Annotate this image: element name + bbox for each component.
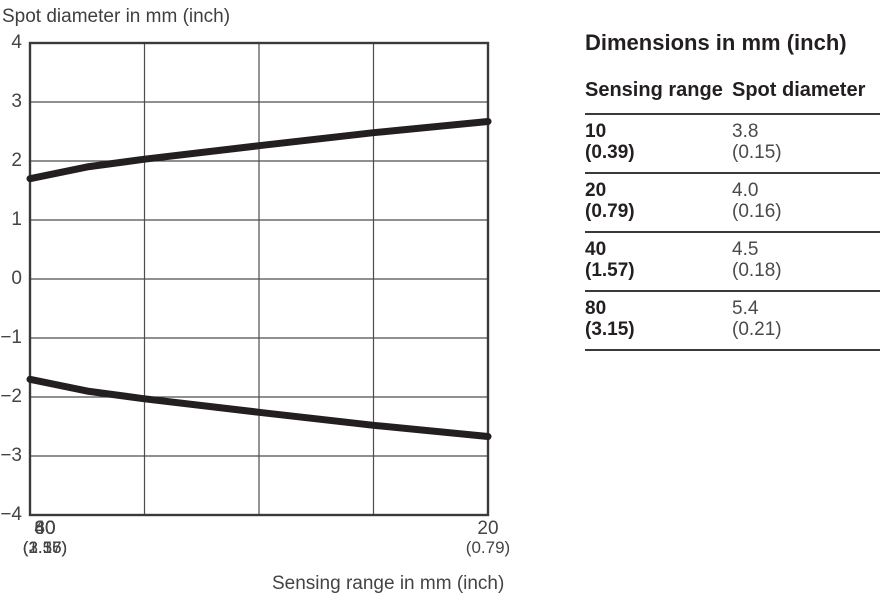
cell-spot-diameter: 3.8 (0.15) xyxy=(732,121,880,165)
cell-sensing-range: 10 (0.39) xyxy=(585,121,732,165)
x-tick-mm: 40 xyxy=(34,518,56,539)
x-tick-inch: (2.36) xyxy=(22,538,68,557)
y-tick-label: 1 xyxy=(11,209,22,230)
plot-frame xyxy=(28,41,490,517)
table-row: 10 (0.39) 3.8 (0.15) xyxy=(585,113,880,172)
cell-spot-diameter: 4.5 (0.18) xyxy=(732,239,880,283)
range-mm: 80 xyxy=(585,298,607,319)
spot-inch: (0.21) xyxy=(732,319,782,340)
y-tick-label: −3 xyxy=(0,445,22,466)
range-mm: 40 xyxy=(585,239,607,260)
range-mm: 20 xyxy=(585,180,607,201)
spot-inch: (0.15) xyxy=(732,142,782,163)
x-tick-60: 60 (2.36) xyxy=(0,519,90,557)
spot-diameter-plot xyxy=(26,41,492,517)
range-inch: (0.79) xyxy=(585,201,635,222)
x-tick-inch: (1.57) xyxy=(22,538,68,557)
y-axis: 4 3 2 1 0 −1 −2 −3 −4 xyxy=(0,32,25,525)
y-tick-label: −1 xyxy=(0,327,22,348)
lower-spot-curve xyxy=(26,375,492,440)
x-tick-mm: 80 xyxy=(34,518,56,539)
spot-inch: (0.16) xyxy=(732,201,782,222)
x-tick-mm: 20 xyxy=(477,518,499,539)
table-title: Dimensions in mm (inch) xyxy=(585,30,847,55)
y-tick-label: −2 xyxy=(0,386,22,407)
spot-mm: 3.8 xyxy=(732,121,759,142)
spot-mm: 5.4 xyxy=(732,298,759,319)
cell-sensing-range: 40 (1.57) xyxy=(585,239,732,283)
table-header-row: Sensing range Spot diameter xyxy=(585,79,880,113)
y-tick-label: 4 xyxy=(11,32,22,53)
table-row: 40 (1.57) 4.5 (0.18) xyxy=(585,231,880,290)
x-tick-80: 80 (3.15) xyxy=(0,519,90,557)
range-mm: 10 xyxy=(585,121,607,142)
range-inch: (3.15) xyxy=(585,319,635,340)
upper-spot-curve xyxy=(26,118,492,183)
plot-area xyxy=(26,41,492,517)
dimensions-table: Dimensions in mm (inch) Sensing range Sp… xyxy=(585,31,880,351)
table-row: 80 (3.15) 5.4 (0.21) xyxy=(585,290,880,351)
x-tick-inch: (0.79) xyxy=(465,538,511,557)
spot-inch: (0.18) xyxy=(732,260,782,281)
spot-mm: 4.0 xyxy=(732,180,759,201)
y-tick-label: −4 xyxy=(0,504,22,525)
range-inch: (1.57) xyxy=(585,260,635,281)
y-tick-label: 2 xyxy=(11,150,22,171)
range-inch: (0.39) xyxy=(585,142,635,163)
cell-spot-diameter: 5.4 (0.21) xyxy=(732,298,880,342)
cell-sensing-range: 80 (3.15) xyxy=(585,298,732,342)
y-tick-label: 3 xyxy=(11,91,22,112)
x-tick-inch: (3.15) xyxy=(22,538,68,557)
y-tick-label: 0 xyxy=(11,268,22,289)
column-header-sensing-range: Sensing range xyxy=(585,79,723,101)
cell-sensing-range: 20 (0.79) xyxy=(585,180,732,224)
spot-mm: 4.5 xyxy=(732,239,759,260)
chart-title: Spot diameter in mm (inch) xyxy=(2,6,231,27)
cell-spot-diameter: 4.0 (0.16) xyxy=(732,180,880,224)
column-header-spot-diameter: Spot diameter xyxy=(732,79,866,101)
x-tick-40: 40 (1.57) xyxy=(0,519,90,557)
x-tick-20: 20 (0.79) xyxy=(443,519,533,557)
x-axis-title: Sensing range in mm (inch) xyxy=(272,573,505,594)
table-row: 20 (0.79) 4.0 (0.16) xyxy=(585,172,880,231)
x-tick-mm: 60 xyxy=(34,518,56,539)
